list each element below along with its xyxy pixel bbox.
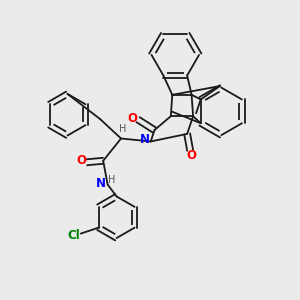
Text: Cl: Cl: [68, 229, 80, 242]
Text: N: N: [140, 134, 150, 146]
Text: O: O: [128, 112, 138, 125]
Text: O: O: [187, 149, 196, 162]
Text: O: O: [76, 154, 86, 167]
Text: N: N: [96, 177, 106, 190]
Text: H: H: [108, 175, 116, 185]
Text: H: H: [119, 124, 126, 134]
